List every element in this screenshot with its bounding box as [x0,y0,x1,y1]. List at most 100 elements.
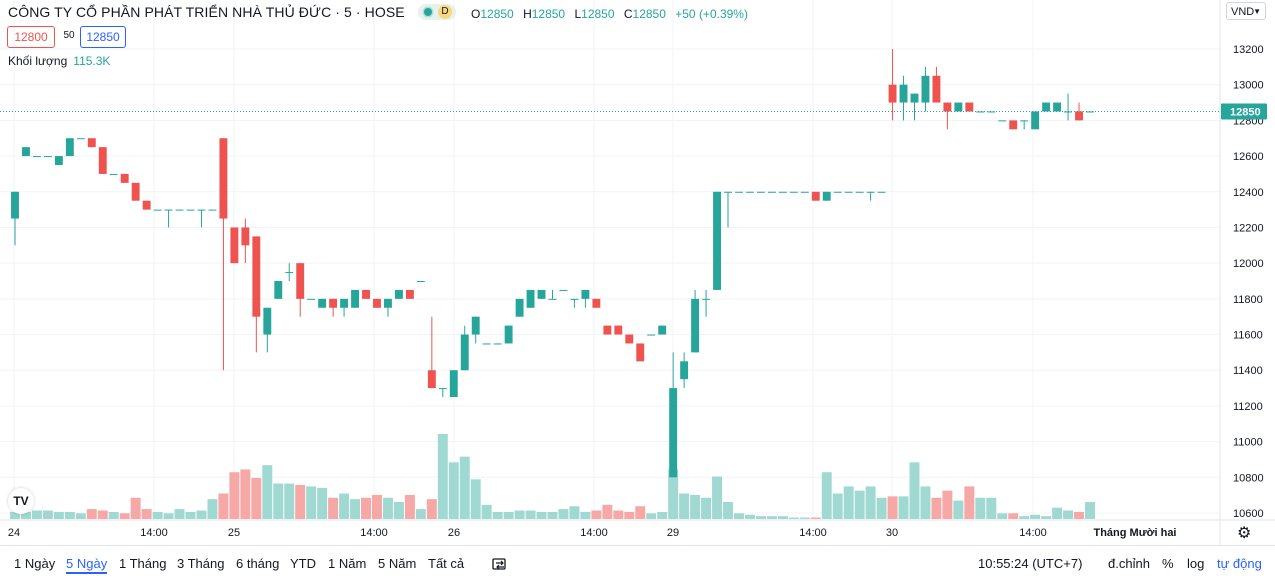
candle-body [186,209,195,211]
buy-button[interactable]: 12850 [80,26,126,48]
volume-bar [1008,513,1019,519]
price-tick-label: 12200 [1233,222,1264,234]
volume-bar [317,487,328,519]
candle-body [362,289,370,299]
volume-bar [273,483,284,519]
candle-body [109,173,118,175]
volume-bar [810,517,821,519]
volume-bar [975,497,986,519]
volume-bar [196,510,207,519]
log-toggle[interactable]: log [1187,556,1205,571]
volume-bar [799,517,810,519]
candle-body [131,182,140,201]
candle-body [800,191,809,193]
volume-bar [404,494,415,519]
currency-select[interactable]: VND ▼ [1226,2,1266,20]
volume-bar [415,509,426,519]
volume-bar [701,497,712,519]
bottom-toolbar: 1 Ngày 5 Ngày 1 Tháng 3 Tháng 6 tháng YT… [0,545,1275,586]
candle-body [987,111,996,113]
volume-bar [42,510,53,519]
volume-bar [174,509,185,519]
gear-icon[interactable]: ⚙ [1237,525,1252,542]
candle-body [647,334,656,336]
candle-body [427,370,436,389]
volume-bar [887,496,898,519]
volume-bar [964,486,975,519]
volume-bar [602,504,613,519]
current-price-label: 12850 [1230,106,1261,118]
candle-body [340,298,349,308]
volume-bar [20,511,31,519]
low-label: L [574,7,582,21]
volume-bar [481,504,492,519]
candle-body [877,191,886,193]
candle-body [153,209,162,211]
candle-body [307,298,316,300]
time-tick-label: 29 [667,527,679,539]
candle-body [855,191,864,193]
compare-range-icon[interactable] [490,554,510,574]
auto-toggle[interactable]: tự động [1217,556,1262,571]
percent-toggle[interactable]: % [1162,556,1174,571]
volume-bar [1041,516,1052,519]
volume-bar [426,499,437,519]
range-3m-button[interactable]: 3 Tháng [177,556,225,571]
volume-bar [1063,510,1074,519]
range-1d-button[interactable]: 1 Ngày [14,556,56,571]
volume-bar [646,513,657,519]
volume-value: 115.3K [73,54,111,68]
volume-bar [854,490,865,519]
candle-body [756,191,765,193]
volume-bar [865,486,876,519]
adjust-button[interactable]: đ.chỉnh [1108,556,1150,571]
range-all-button[interactable]: Tất cả [428,556,465,571]
volume-bar [723,502,733,519]
candle-body [449,370,458,397]
volume-bars [10,434,1095,519]
candle-body [384,298,392,308]
candle-body [438,388,447,390]
candle-body [789,191,798,193]
price-chart[interactable]: 13200 13000 12800 12600 12400 12200 12000 11800… [0,0,1275,545]
candle-body [1042,102,1051,112]
candle-body [526,289,535,308]
volume-bar [130,497,141,519]
candle-body [713,191,721,290]
candle-body [1053,102,1062,112]
volume-bar [119,513,130,519]
candle-body [965,102,974,112]
volume-bar [97,510,108,519]
volume-bar [295,485,306,519]
volume-bar [668,469,679,519]
close-label: C [623,7,633,21]
volume-bar [262,465,273,519]
volume-bar [306,486,317,519]
candle-body [329,298,338,308]
volume-bar [986,497,997,519]
range-ytd-button[interactable]: YTD [290,556,316,571]
candle-body [680,361,689,380]
tradingview-logo[interactable]: TV [8,488,34,514]
candle-body [296,263,305,299]
clock-time[interactable]: 10:55:24 (UTC+7) [978,556,1083,571]
candle-body [54,156,63,165]
volume-bar [361,497,372,519]
range-5y-button[interactable]: 5 Năm [378,556,417,571]
range-6m-button[interactable]: 6 tháng [236,556,280,571]
candle-body [43,156,52,158]
volume-bar [53,511,64,519]
range-1m-button[interactable]: 1 Tháng [119,556,167,571]
time-tick-label: 14:00 [799,527,827,539]
range-1y-button[interactable]: 1 Năm [328,556,367,571]
candle-body [460,334,469,371]
market-status[interactable]: D [418,4,456,20]
candle-body [1009,120,1018,130]
volume-bar [777,516,788,519]
sell-button[interactable]: 12800 [7,26,55,48]
candle-body [482,343,491,345]
candle-body [285,272,294,274]
time-tick-label: 14:00 [580,527,608,539]
range-5d-button[interactable]: 5 Ngày [66,556,108,574]
candle-body [954,102,963,112]
